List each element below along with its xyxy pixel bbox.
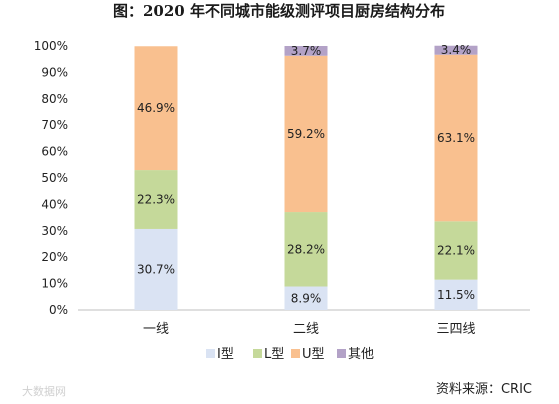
- y-tick-label: 70%: [41, 118, 68, 132]
- data-label: 8.9%: [291, 291, 322, 305]
- legend-label: U型: [302, 347, 325, 362]
- bar-segment: [134, 170, 178, 229]
- chart-title: 图：2020 年不同城市能级测评项目厨房结构分布: [113, 2, 445, 20]
- y-tick-label: 30%: [41, 224, 68, 238]
- legend-label: 其他: [348, 347, 374, 362]
- y-axis: 0% 10% 20% 30% 40% 50% 60% 70% 80% 90% 100%: [34, 39, 68, 317]
- bar-segment: [284, 55, 328, 213]
- y-tick-label: 20%: [41, 250, 68, 264]
- legend-swatch: [253, 349, 262, 358]
- data-label: 11.5%: [437, 288, 475, 302]
- legend: I型 L型 U型 其他: [206, 347, 374, 362]
- legend-label: I型: [217, 347, 234, 362]
- legend-swatch: [206, 349, 215, 358]
- bar-segment: [434, 221, 478, 280]
- legend-label: L型: [264, 347, 284, 362]
- data-label: 3.7%: [291, 44, 322, 58]
- x-tick-label: 三四线: [436, 322, 475, 337]
- data-label: 46.9%: [137, 101, 175, 115]
- y-tick-label: 80%: [41, 92, 68, 106]
- data-label: 59.2%: [287, 127, 325, 141]
- bar-segment: [434, 279, 478, 310]
- legend-swatch: [291, 349, 300, 358]
- watermark: 大数据网: [22, 384, 66, 398]
- bar-segment: [134, 228, 178, 310]
- bar-segment: [134, 46, 178, 171]
- y-tick-label: 90%: [41, 65, 68, 79]
- bar-segment: [434, 45, 478, 55]
- y-tick-label: 10%: [41, 277, 68, 291]
- y-tick-label: 0%: [49, 303, 68, 317]
- bar-segment: [284, 46, 328, 56]
- y-tick-label: 60%: [41, 145, 68, 159]
- source-note: 资料来源：CRIC: [436, 382, 532, 397]
- x-tick-label: 一线: [143, 322, 169, 337]
- data-label: 30.7%: [137, 262, 175, 276]
- x-axis-categories: 一线 二线 三四线: [143, 322, 476, 337]
- data-label: 22.3%: [137, 193, 175, 207]
- bar-segment: [284, 212, 328, 287]
- bar-segment: [284, 286, 328, 310]
- bar-segment: [434, 54, 478, 222]
- legend-swatch: [337, 349, 346, 358]
- bars: 30.7% 22.3% 46.9% 8.9% 28.2% 59.2% 3.7% 11.5% 22…: [134, 43, 478, 310]
- y-tick-label: 100%: [34, 39, 68, 53]
- data-label: 3.4%: [441, 43, 472, 57]
- x-tick-label: 二线: [293, 322, 319, 337]
- y-tick-label: 40%: [41, 197, 68, 211]
- data-label: 28.2%: [287, 242, 325, 256]
- data-label: 22.1%: [437, 243, 475, 257]
- data-label: 63.1%: [437, 131, 475, 145]
- y-tick-label: 50%: [41, 171, 68, 185]
